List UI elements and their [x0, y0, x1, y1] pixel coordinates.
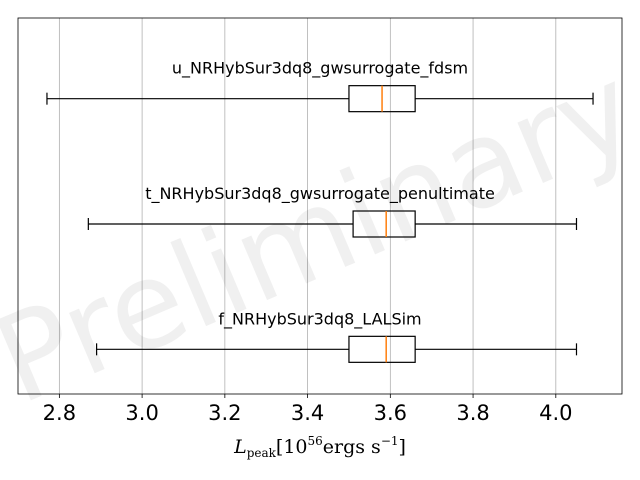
x-tick-label: 3.8	[456, 401, 489, 425]
series-label: u_NRHybSur3dq8_gwsurrogate_fdsm	[172, 59, 468, 79]
box-series-item: u_NRHybSur3dq8_gwsurrogate_fdsm	[46, 59, 594, 113]
box-series: u_NRHybSur3dq8_gwsurrogate_fdsm t_NRHybSu…	[46, 59, 594, 363]
xlabel-open: [10	[276, 436, 308, 458]
box-iqr	[348, 335, 416, 363]
x-tick-label: 3.6	[374, 401, 407, 425]
x-axis-label: Lpeak[1056ergs s−1]	[233, 434, 406, 460]
x-tick-label: 2.8	[43, 401, 76, 425]
xlabel-unit-exponent: −1	[381, 434, 399, 448]
xlabel-exponent: 56	[308, 434, 323, 448]
xlabel-symbol: L	[233, 436, 247, 458]
xlabel-subscript: peak	[247, 446, 277, 460]
series-label: f_NRHybSur3dq8_LALSim	[218, 309, 421, 329]
x-tick-label: 3.4	[291, 401, 324, 425]
grid-lines	[58, 18, 557, 394]
x-tick-label: 3.0	[125, 401, 158, 425]
box-iqr	[352, 210, 416, 238]
x-tick-label: 4.0	[539, 401, 572, 425]
xlabel-close: ]	[399, 436, 406, 458]
xlabel-unit: ergs s	[323, 436, 381, 458]
series-label: t_NRHybSur3dq8_gwsurrogate_penultimate	[145, 184, 495, 204]
x-tick-label: 3.2	[208, 401, 241, 425]
x-axis-ticks: 2.8 3.0 3.2 3.4 3.6 3.8 4.0	[43, 394, 573, 425]
box-series-item: t_NRHybSur3dq8_gwsurrogate_penultimate	[87, 184, 578, 238]
box-series-item: f_NRHybSur3dq8_LALSim	[96, 309, 578, 363]
plot-area-frame	[17, 17, 623, 395]
watermark: Preliminary	[0, 39, 640, 432]
